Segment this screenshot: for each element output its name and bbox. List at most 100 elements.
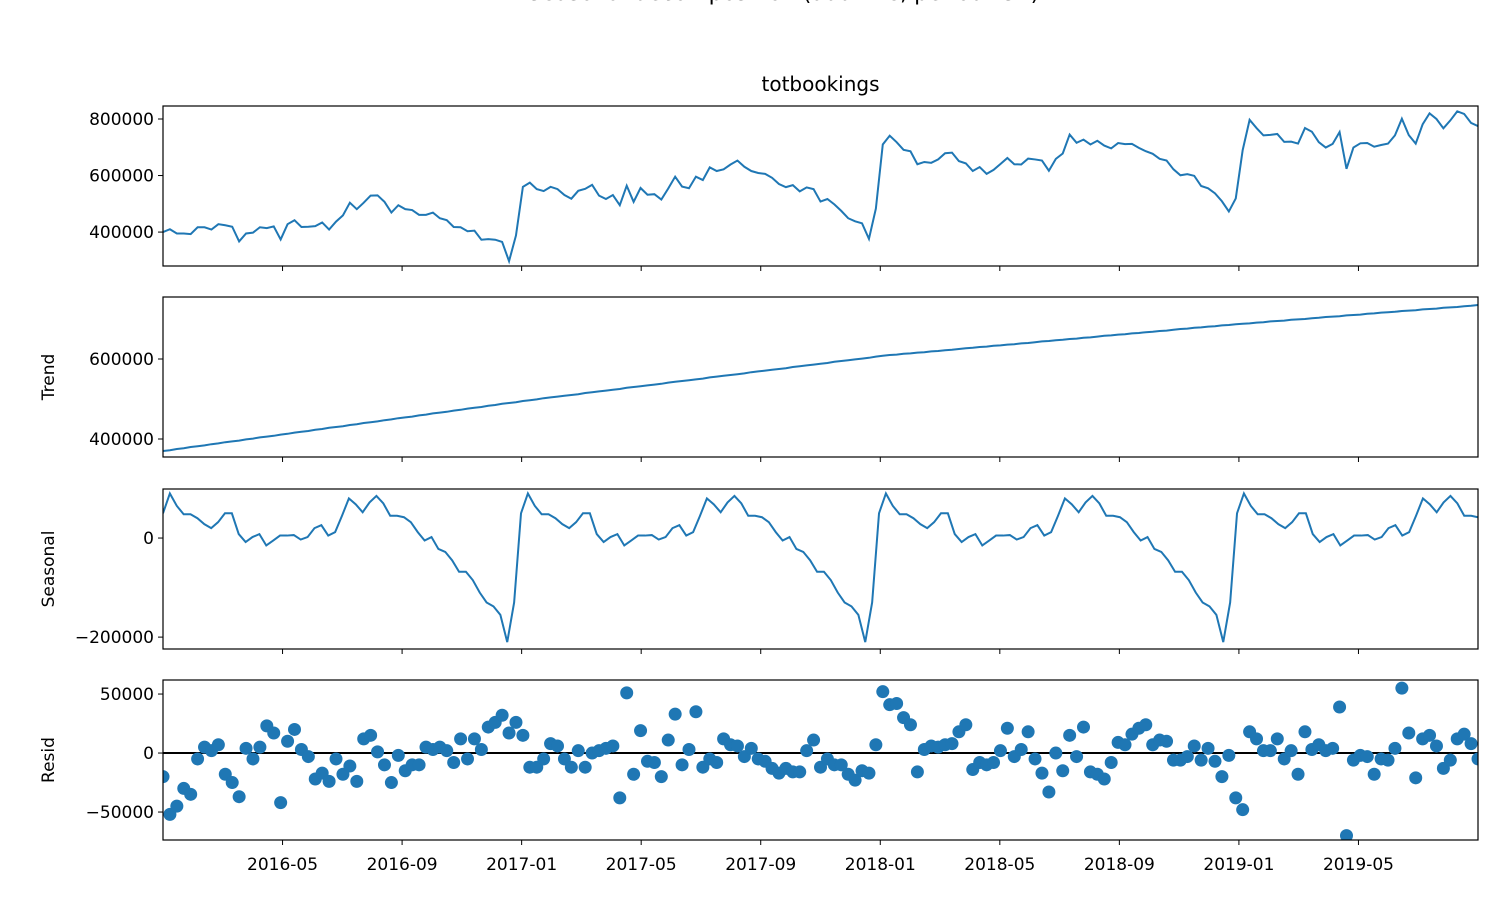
resid-point (689, 705, 703, 719)
resid-point (191, 752, 205, 766)
resid-point (668, 707, 682, 721)
resid-point (890, 696, 904, 710)
resid-point (682, 742, 696, 756)
resid-point (1270, 732, 1284, 746)
x-tick-label: 2017-05 (606, 855, 677, 875)
resid-point (800, 744, 814, 758)
resid-point (654, 770, 668, 784)
resid-point (163, 770, 170, 784)
resid-point (1388, 741, 1402, 755)
resid-point (281, 734, 295, 748)
resid-point (377, 758, 391, 772)
resid-point (211, 738, 225, 752)
series-line (163, 491, 1478, 643)
resid-point (516, 728, 530, 742)
resid-point (1409, 771, 1423, 785)
resid-point (634, 724, 648, 738)
resid-point (1014, 742, 1028, 756)
resid-point (384, 776, 398, 790)
series-line (163, 304, 1478, 452)
resid-point (903, 718, 917, 732)
resid-point (834, 758, 848, 772)
resid-point (1139, 718, 1153, 732)
resid-point (1229, 791, 1243, 805)
x-tick-label: 2017-09 (725, 855, 796, 875)
resid-point (1471, 752, 1478, 766)
x-tick-label: 2019-01 (1203, 855, 1274, 875)
resid-point (1250, 732, 1264, 746)
resid-point (253, 740, 267, 754)
resid-point (225, 776, 239, 790)
figure-title: D1 — Seasonal decomposition (additive, p… (461, 0, 1039, 6)
resid-point (474, 742, 488, 756)
y-tick-label: 600000 (89, 167, 154, 187)
resid-point (1333, 700, 1347, 714)
y-axis-label: Seasonal (39, 531, 59, 608)
resid-point (1180, 750, 1194, 764)
y-tick-label: 800000 (89, 110, 154, 130)
resid-point (578, 760, 592, 774)
resid-point (412, 758, 426, 772)
x-tick-label: 2016-09 (367, 855, 438, 875)
resid-point (1000, 721, 1014, 735)
resid-point (876, 685, 890, 699)
resid-point (1160, 734, 1174, 748)
resid-point (274, 796, 288, 810)
resid-point (246, 752, 260, 766)
resid-point (184, 787, 198, 801)
resid-point (1063, 728, 1077, 742)
resid-point (1381, 753, 1395, 767)
resid-point (364, 728, 378, 742)
resid-point (322, 774, 336, 788)
plot-frame (162, 296, 1479, 458)
resid-point (571, 744, 585, 758)
resid-point (647, 755, 661, 769)
resid-point (564, 760, 578, 774)
resid-point (1042, 785, 1056, 799)
resid-point (1097, 772, 1111, 786)
x-tick-label: 2017-01 (486, 855, 557, 875)
resid-point (1284, 744, 1298, 758)
resid-point (1429, 739, 1443, 753)
resid-point (1118, 738, 1132, 752)
resid-point (1457, 727, 1471, 741)
y-tick-label: 400000 (89, 223, 154, 243)
resid-point (461, 752, 475, 766)
resid-point (232, 790, 246, 804)
resid-point (1222, 748, 1236, 762)
resid-point (1263, 744, 1277, 758)
resid-point (627, 767, 641, 781)
resid-point (267, 726, 281, 740)
resid-point (606, 739, 620, 753)
resid-point (1028, 752, 1042, 766)
series-line (163, 110, 1478, 265)
x-tick-label: 2018-01 (845, 855, 916, 875)
plot-frame (162, 105, 1479, 267)
resid-point (744, 741, 758, 755)
resid-point (551, 739, 564, 753)
resid-point (1360, 750, 1374, 764)
resid-point (959, 718, 973, 732)
y-tick-label: 0 (143, 529, 154, 549)
resid-point (1423, 728, 1437, 742)
resid-point (502, 726, 516, 740)
resid-point (1326, 741, 1340, 755)
resid-point (447, 755, 461, 769)
resid-point (1049, 746, 1063, 760)
resid-point (440, 744, 454, 758)
resid-point (1056, 764, 1070, 778)
y-axis-label: Resid (39, 737, 59, 783)
y-tick-label: 0 (143, 744, 154, 764)
resid-point (301, 750, 315, 764)
resid-point (1236, 803, 1250, 817)
resid-point (1021, 725, 1035, 739)
resid-point (1104, 755, 1118, 769)
resid-point (613, 791, 627, 805)
resid-point (910, 765, 924, 779)
resid-point (1070, 750, 1084, 764)
resid-point (1208, 754, 1222, 768)
resid-point (1035, 766, 1049, 780)
x-tick-label: 2018-09 (1084, 855, 1155, 875)
resid-point (730, 739, 744, 753)
